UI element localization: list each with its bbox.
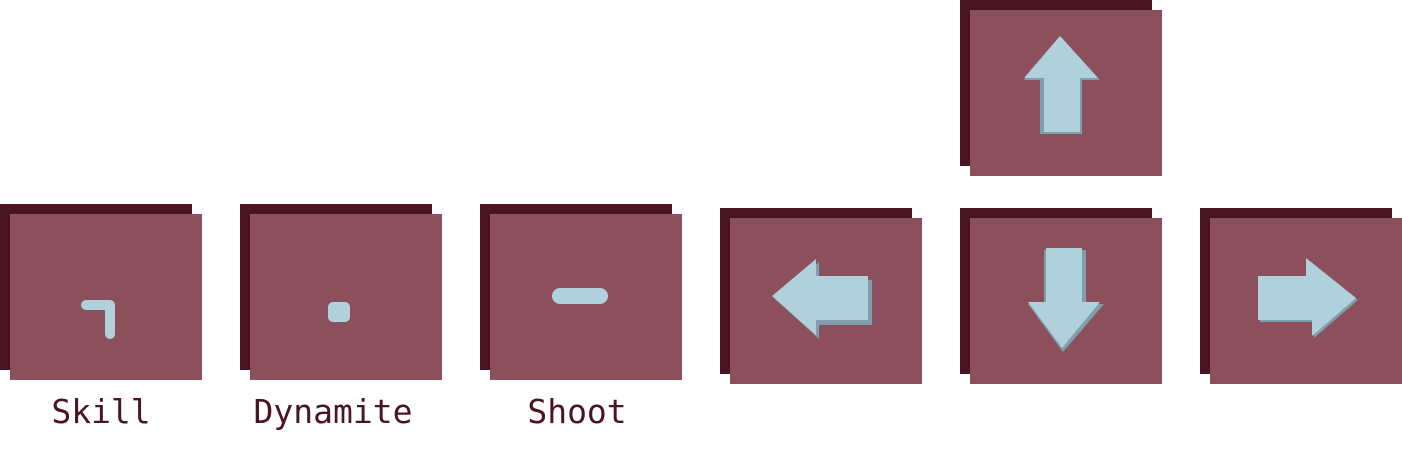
key-face (1210, 218, 1402, 384)
key-face (730, 218, 922, 384)
skill-key[interactable] (0, 204, 202, 380)
key-face (970, 10, 1162, 176)
left-arrow-key[interactable] (720, 208, 922, 384)
arrow-down-icon (1028, 248, 1104, 352)
minus-icon (552, 288, 608, 304)
down-arrow-key[interactable] (960, 208, 1162, 384)
arrow-left-icon (772, 259, 872, 339)
arrow-up-icon (1024, 36, 1100, 134)
shoot-label: Shoot (527, 392, 627, 431)
period-icon (328, 302, 350, 322)
dynamite-key[interactable] (240, 204, 442, 380)
right-arrow-key[interactable] (1200, 208, 1402, 384)
shoot-key[interactable] (480, 204, 682, 380)
skill-label: Skill (51, 392, 151, 431)
key-face (250, 214, 442, 380)
up-arrow-key[interactable] (960, 0, 1162, 176)
arrow-right-icon (1258, 258, 1358, 338)
key-face (10, 214, 202, 380)
dynamite-label: Dynamite (253, 392, 413, 431)
key-face (490, 214, 682, 380)
not-sign-icon (81, 300, 115, 339)
key-face (970, 218, 1162, 384)
